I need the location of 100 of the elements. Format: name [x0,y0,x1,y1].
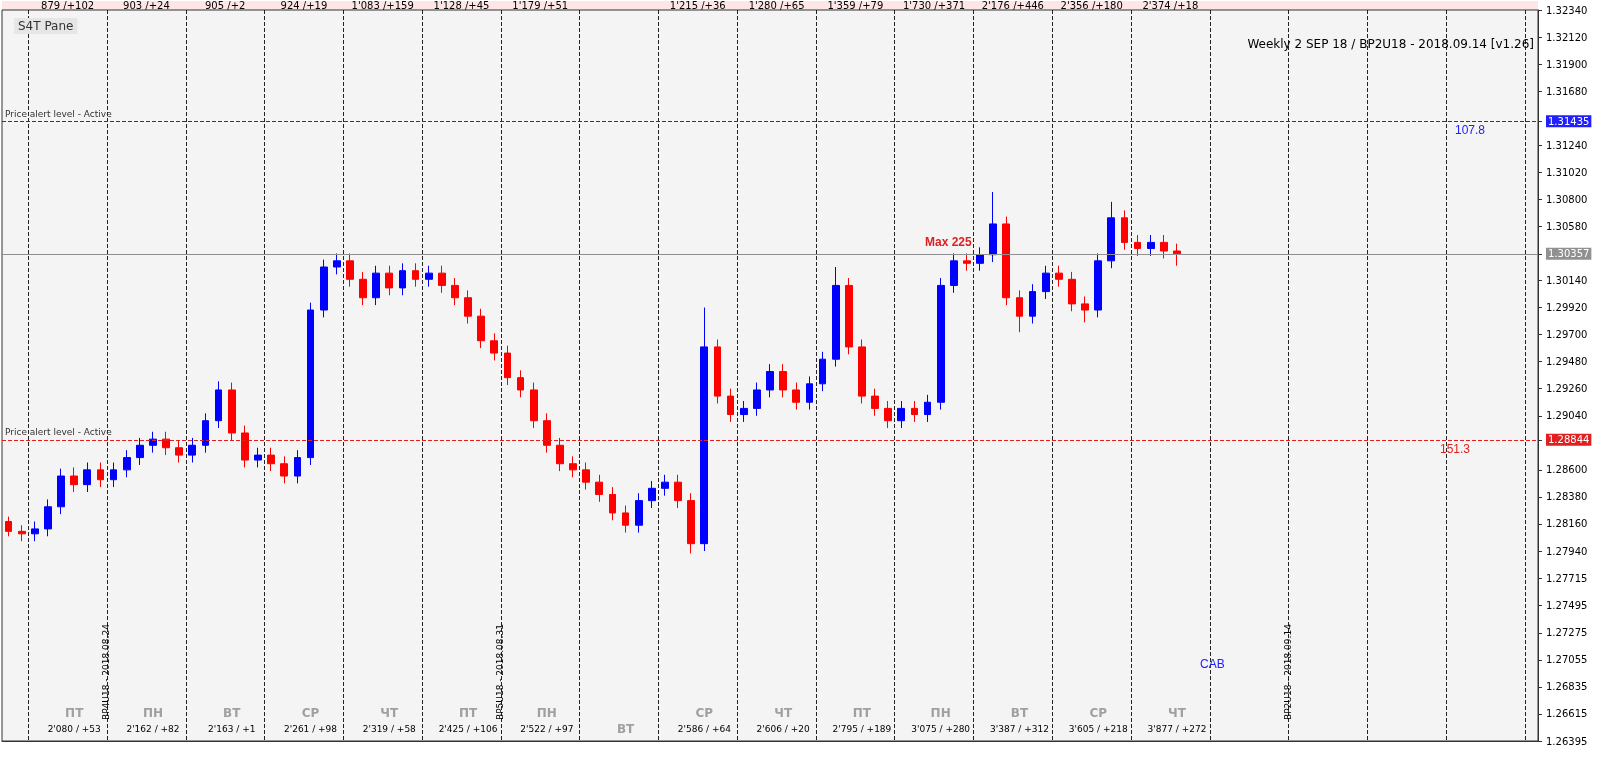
candlestick [1055,265,1063,288]
x-tick-label: СР 2'261 / +98 [283,706,338,734]
candlestick [674,474,682,509]
y-tick-label: 1.27055 [1546,654,1588,666]
candlestick [766,363,774,398]
x-tick-label: ПН 2'522 / +97 [520,706,574,734]
candlestick [464,289,472,325]
x-tick-label: ЧТ 3'877 / +272 [1147,706,1207,734]
candlestick [687,492,695,554]
candlestick [1002,216,1010,306]
y-tick-label: 1.28844 [1548,434,1590,446]
annotation: 879 /+102 [41,0,95,11]
candlestick [1081,296,1089,323]
x-tick-label: ЧТ 2'606 / +20 [756,706,810,734]
candlestick [622,505,629,534]
candlestick [635,492,643,534]
candlestick [136,437,144,466]
candlestick [569,455,577,478]
y-tick-label: 1.27715 [1546,573,1588,585]
candlestick [346,252,354,288]
annotation: 903 /+24 [123,0,170,11]
x-tick-label: ВТ 3'387 / +312 [990,706,1049,734]
annotation: 1'359 /+79 [827,0,884,11]
annotation: 151.3 [1440,441,1471,456]
annotation: 1'730 /+371 [902,0,966,11]
text: S4T Pane [18,19,74,33]
x-tick-label: ПН 3'075 / +280 [911,706,971,734]
y-tick-label: 1.29260 [1546,383,1588,395]
candlestick [477,308,485,349]
candlestick [267,447,275,472]
y-tick-label: 1.29920 [1546,302,1588,314]
candlestick [57,468,65,515]
candlestick [779,363,787,398]
x-tick-label: СР 3'605 / +218 [1068,706,1128,734]
candlestick [819,351,826,392]
candlestick [1094,252,1102,318]
candlestick [504,345,511,386]
candlestick [1121,209,1128,251]
annotation: BP2U18 - 2018.09.14 [1282,623,1293,720]
y-tick-label: 1.27495 [1546,600,1588,612]
annotation: 1'083 /+159 [351,0,414,11]
annotation: 924 /+19 [280,0,328,11]
candlestick [582,461,590,491]
y-tick-label: 1.27940 [1546,545,1588,557]
x-tick-label: ВТ [616,722,636,736]
candlestick [97,461,104,488]
annotation: BP5U18 - 2018.08.31 [494,624,505,720]
annotation: 2'356 /+180 [1060,0,1123,11]
candlestick [937,277,945,411]
candlestick [543,412,551,454]
candlestick [412,262,419,288]
y-tick-label: 1.29700 [1546,329,1588,341]
candlestick [280,455,288,484]
candlestick [44,498,52,537]
annotation: 1'280 /+65 [748,0,805,11]
candlestick [530,382,538,429]
candlestick [307,302,314,466]
candlestick [871,388,879,417]
y-tick-label: 1.26615 [1546,708,1588,720]
y-tick-label: 1.28380 [1546,491,1588,503]
y-tick-label: 1.31240 [1546,139,1588,151]
candlestick [438,265,446,294]
annotation: CAB [1200,657,1225,671]
y-tick-label: 1.28160 [1546,518,1588,530]
x-tick-label: ПТ 2'080 / +53 [47,706,101,734]
candlestick [648,480,656,509]
y-tick-label: 1.30357 [1548,248,1590,260]
y-tick-label: 1.31020 [1546,166,1588,178]
annotation: 2'176 /+446 [981,0,1044,11]
y-tick-label: 1.30800 [1546,193,1588,205]
candlestick [1042,265,1050,300]
candlestick [490,332,498,361]
annotation: BP4U18 - 2018.08.24 [101,623,112,720]
candlestick [858,339,866,404]
candlestick [385,265,393,296]
y-tick-label: 1.28600 [1546,464,1588,476]
candlestick [202,412,209,454]
x-tick-label: СР 2'586 / +64 [677,706,732,734]
y-tick-label: 1.32120 [1546,31,1588,43]
candlestick [1160,234,1168,259]
y-tick-label: 1.32340 [1546,4,1588,16]
y-tick-label: 1.29040 [1546,410,1588,422]
candlestick [727,388,734,423]
annotation: Max 225 [925,235,973,249]
x-tick-label: ПТ 2'795 / +189 [832,706,892,734]
candlestick [228,382,236,441]
candlestick [123,449,131,478]
candlestick [241,425,249,468]
candlestick [911,400,918,423]
candlestick [5,516,12,537]
candlestick [1068,271,1076,312]
candlestick [740,400,748,423]
x-tick-label: ЧТ 2'319 / +58 [362,706,417,734]
y-tick-label: 1.26835 [1546,681,1588,693]
candlestick [595,474,603,503]
candlestick [884,400,892,429]
candlestick [609,486,616,521]
candlestick [425,265,433,288]
candlestick [1173,243,1181,267]
annotation: 1'215 /+36 [669,0,726,11]
